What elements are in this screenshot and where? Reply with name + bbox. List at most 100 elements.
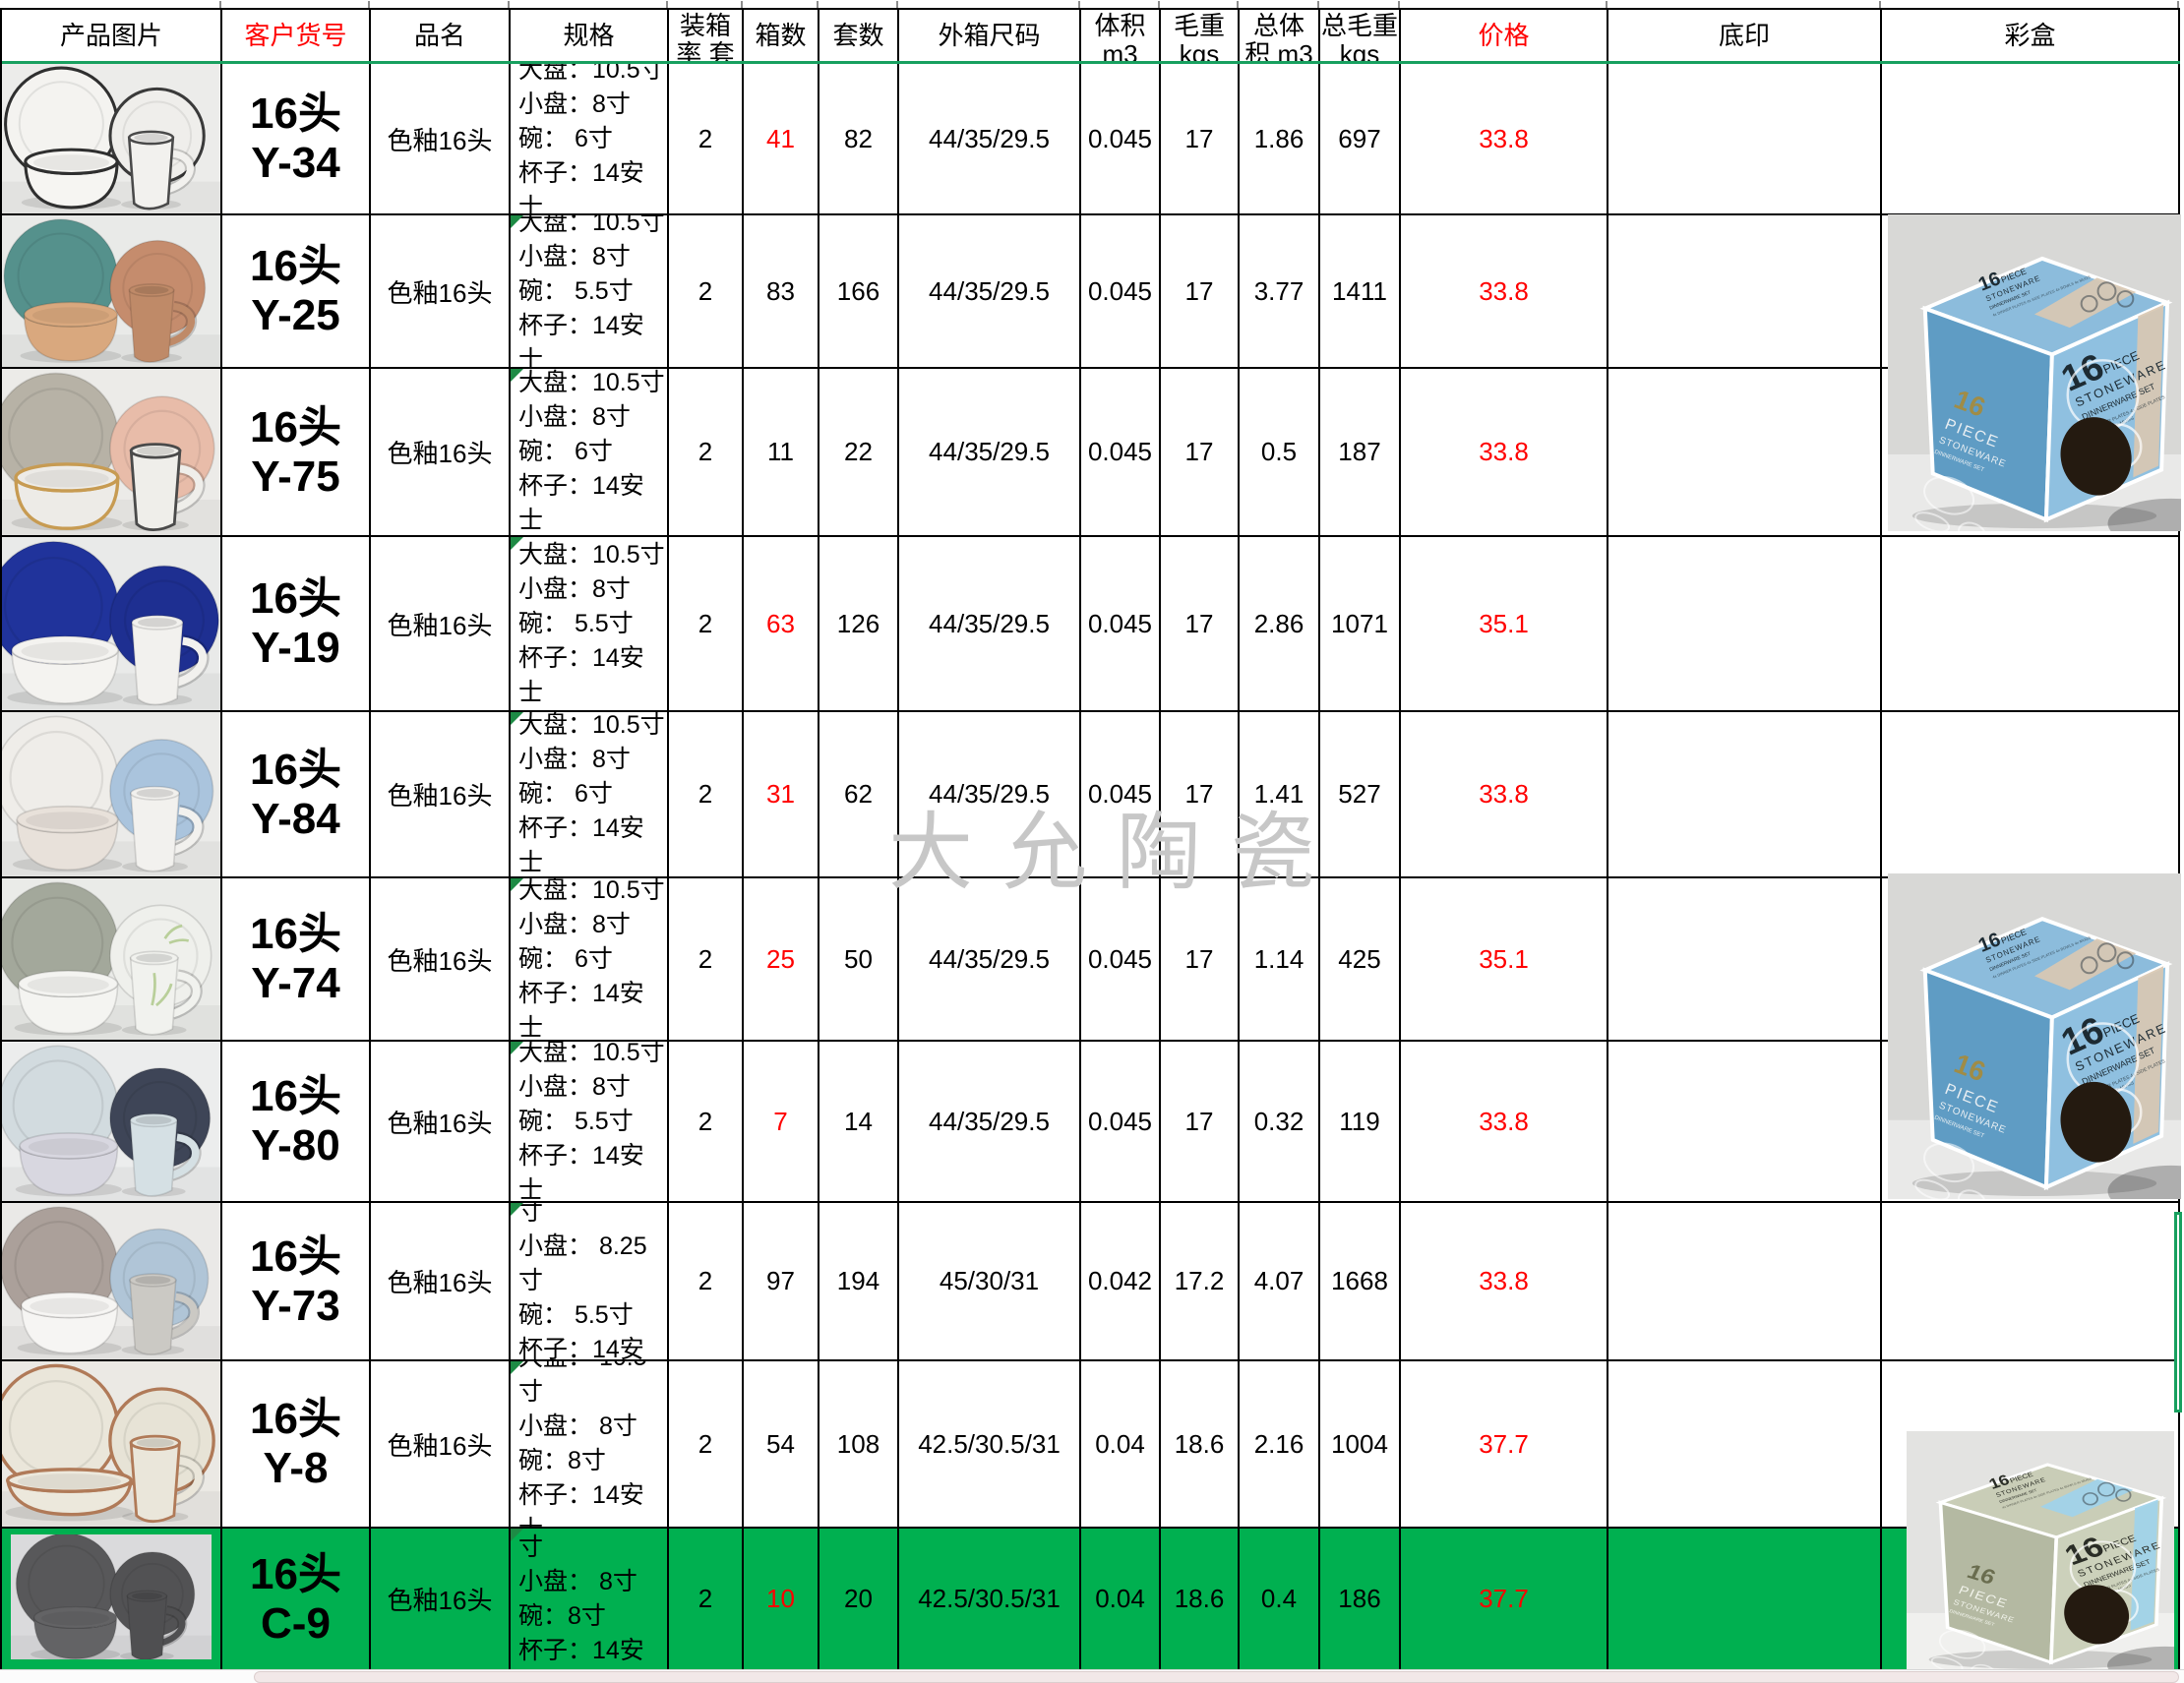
- col-header-sets[interactable]: 套数: [819, 10, 899, 61]
- col-header-total_volume[interactable]: 总体积 m3: [1240, 10, 1320, 61]
- stamp-cell[interactable]: [1608, 537, 1882, 710]
- carton-size-cell[interactable]: 42.5/30.5/31: [899, 1529, 1081, 1669]
- colorbox-cell[interactable]: [1882, 1203, 2180, 1359]
- gross-weight-cell[interactable]: 17: [1161, 878, 1240, 1040]
- product-photo[interactable]: [11, 1534, 212, 1659]
- col-header-name[interactable]: 品名: [371, 10, 511, 61]
- product-photo-cell[interactable]: [2, 712, 222, 876]
- gross-weight-cell[interactable]: 17: [1161, 537, 1240, 710]
- colorbox-cell[interactable]: [1882, 712, 2180, 876]
- volume-cell[interactable]: 0.04: [1081, 1361, 1161, 1527]
- volume-cell[interactable]: 0.045: [1081, 215, 1161, 367]
- gross-weight-cell[interactable]: 17: [1161, 64, 1240, 213]
- product-photo[interactable]: [2, 64, 220, 213]
- price-cell[interactable]: 37.7: [1401, 1361, 1608, 1527]
- product-photo[interactable]: [2, 1042, 220, 1201]
- carton-box-photo[interactable]: 16 PIECE STONEWARE DINNERWARE SET 4x DIN…: [1907, 1431, 2174, 1671]
- price-cell[interactable]: 33.8: [1401, 369, 1608, 535]
- carton-size-cell[interactable]: 44/35/29.5: [899, 215, 1081, 367]
- carton-size-cell[interactable]: 44/35/29.5: [899, 64, 1081, 213]
- col-header-cartons[interactable]: 箱数: [744, 10, 819, 61]
- volume-cell[interactable]: 0.045: [1081, 369, 1161, 535]
- total-gross-cell[interactable]: 1668: [1320, 1203, 1401, 1359]
- product-photo-cell[interactable]: [2, 64, 222, 213]
- stamp-cell[interactable]: [1608, 215, 1882, 367]
- product-photo-cell[interactable]: [2, 1203, 222, 1359]
- product-name-cell[interactable]: 色釉16头: [371, 1529, 511, 1669]
- cartons-cell[interactable]: 63: [744, 537, 819, 710]
- col-header-stamp[interactable]: 底印: [1608, 10, 1882, 61]
- spec-cell[interactable]: 大盘：10.5寸 小盘：8寸 碗： 6寸 杯子：14安士: [511, 64, 669, 213]
- carton-size-cell[interactable]: 45/30/31: [899, 1203, 1081, 1359]
- product-photo[interactable]: [2, 1361, 220, 1527]
- total-volume-cell[interactable]: 0.5: [1240, 369, 1320, 535]
- price-cell[interactable]: 33.8: [1401, 215, 1608, 367]
- product-photo[interactable]: [2, 712, 220, 876]
- col-header-carton_size[interactable]: 外箱尺码: [899, 10, 1081, 61]
- total-gross-cell[interactable]: 425: [1320, 878, 1401, 1040]
- carton-size-cell[interactable]: 44/35/29.5: [899, 712, 1081, 876]
- product-name-cell[interactable]: 色釉16头: [371, 1203, 511, 1359]
- volume-cell[interactable]: 0.045: [1081, 537, 1161, 710]
- spec-cell[interactable]: 大盘：10.5寸 小盘：8寸 碗： 5.5寸 杯子：14安士: [511, 1042, 669, 1201]
- product-photo[interactable]: [2, 878, 220, 1040]
- total-gross-cell[interactable]: 527: [1320, 712, 1401, 876]
- stamp-cell[interactable]: [1608, 878, 1882, 1040]
- product-photo-cell[interactable]: [2, 369, 222, 535]
- horizontal-scrollbar[interactable]: [0, 1669, 2184, 1683]
- cartons-cell[interactable]: 10: [744, 1529, 819, 1669]
- volume-cell[interactable]: 0.045: [1081, 712, 1161, 876]
- col-header-spec[interactable]: 规格: [511, 10, 669, 61]
- volume-cell[interactable]: 0.042: [1081, 1203, 1161, 1359]
- spec-cell[interactable]: 大盘：10.5寸 小盘：8寸 碗： 5.5寸 杯子：14安士: [511, 537, 669, 710]
- product-photo-cell[interactable]: [2, 1529, 222, 1669]
- sets-cell[interactable]: 22: [819, 369, 899, 535]
- sets-cell[interactable]: 82: [819, 64, 899, 213]
- price-cell[interactable]: 33.8: [1401, 64, 1608, 213]
- item-no-cell[interactable]: 16头 Y-19: [222, 537, 371, 710]
- item-no-cell[interactable]: 16头 C-9: [222, 1529, 371, 1669]
- product-photo-cell[interactable]: [2, 1042, 222, 1201]
- carton-size-cell[interactable]: 44/35/29.5: [899, 369, 1081, 535]
- stamp-cell[interactable]: [1608, 1042, 1882, 1201]
- product-name-cell[interactable]: 色釉16头: [371, 1361, 511, 1527]
- colorbox-cell[interactable]: [1882, 64, 2180, 213]
- total-volume-cell[interactable]: 0.4: [1240, 1529, 1320, 1669]
- stamp-cell[interactable]: [1608, 712, 1882, 876]
- product-photo-cell[interactable]: [2, 215, 222, 367]
- product-photo-cell[interactable]: [2, 878, 222, 1040]
- pack-rate-cell[interactable]: 2: [669, 369, 744, 535]
- col-header-colorbox[interactable]: 彩盒: [1882, 10, 2180, 61]
- stamp-cell[interactable]: [1608, 1361, 1882, 1527]
- product-name-cell[interactable]: 色釉16头: [371, 878, 511, 1040]
- stamp-cell[interactable]: [1608, 1529, 1882, 1669]
- gross-weight-cell[interactable]: 18.6: [1161, 1529, 1240, 1669]
- total-volume-cell[interactable]: 1.14: [1240, 878, 1320, 1040]
- sets-cell[interactable]: 166: [819, 215, 899, 367]
- volume-cell[interactable]: 0.04: [1081, 1529, 1161, 1669]
- product-name-cell[interactable]: 色釉16头: [371, 537, 511, 710]
- col-header-price[interactable]: 价格: [1401, 10, 1608, 61]
- item-no-cell[interactable]: 16头 Y-73: [222, 1203, 371, 1359]
- total-volume-cell[interactable]: 3.77: [1240, 215, 1320, 367]
- col-header-volume[interactable]: 体积 m3: [1081, 10, 1161, 61]
- total-gross-cell[interactable]: 1004: [1320, 1361, 1401, 1527]
- col-header-pack_rate[interactable]: 装箱率 套: [669, 10, 744, 61]
- price-cell[interactable]: 33.8: [1401, 1203, 1608, 1359]
- total-gross-cell[interactable]: 186: [1320, 1529, 1401, 1669]
- carton-size-cell[interactable]: 44/35/29.5: [899, 878, 1081, 1040]
- pack-rate-cell[interactable]: 2: [669, 1361, 744, 1527]
- price-cell[interactable]: 33.8: [1401, 712, 1608, 876]
- product-photo-cell[interactable]: [2, 1361, 222, 1527]
- total-gross-cell[interactable]: 1071: [1320, 537, 1401, 710]
- colorbox-cell[interactable]: [1882, 537, 2180, 710]
- spec-cell[interactable]: 大盘：10.5寸 小盘：8寸 碗： 6寸 杯子：14安士: [511, 712, 669, 876]
- pack-rate-cell[interactable]: 2: [669, 64, 744, 213]
- pack-rate-cell[interactable]: 2: [669, 1203, 744, 1359]
- gross-weight-cell[interactable]: 18.6: [1161, 1361, 1240, 1527]
- pack-rate-cell[interactable]: 2: [669, 537, 744, 710]
- sets-cell[interactable]: 194: [819, 1203, 899, 1359]
- carton-size-cell[interactable]: 44/35/29.5: [899, 537, 1081, 710]
